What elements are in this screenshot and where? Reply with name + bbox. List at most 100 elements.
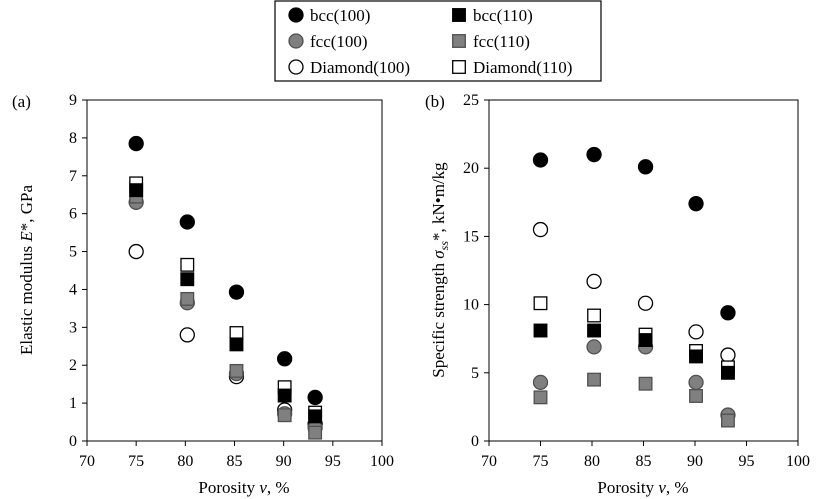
data-point-fcc-110: [180, 291, 195, 306]
legend-entry-diamond-100: Diamond(100): [288, 58, 410, 77]
x-axis-label-b: Porosity v, %: [597, 478, 688, 497]
legend-label-diamond-110: Diamond(110): [473, 58, 572, 77]
data-point-fcc-110: [533, 390, 548, 405]
x-tick-label-a: 85: [227, 453, 243, 470]
x-axis-label-a: Porosity v, %: [198, 478, 289, 497]
series-fcc-110-a: [129, 189, 323, 440]
data-point-fcc-110: [721, 413, 735, 428]
y-tick-label-a: 5: [69, 244, 77, 261]
y-tick-label-a: 3: [69, 319, 77, 336]
series-diamond-100-a: [128, 243, 323, 432]
legend-marker-bcc-100: [288, 7, 304, 23]
x-tick-label-b: 85: [636, 453, 652, 470]
data-point-diamond-100: [720, 347, 736, 363]
series-fcc-100-b: [532, 339, 736, 423]
legend-label-fcc-100: fcc(100): [310, 32, 368, 51]
legend-entry-bcc-110: bcc(110): [452, 6, 533, 25]
data-point-fcc-110: [638, 376, 653, 391]
data-point-bcc-100: [586, 146, 602, 163]
legend-marker-fcc-100: [288, 33, 304, 49]
data-point-bcc-100: [720, 305, 736, 321]
data-point-fcc-100: [688, 374, 704, 390]
data-point-bcc-110: [180, 272, 195, 287]
x-tick-label-b: 75: [533, 453, 549, 470]
series-diamond-110-a: [129, 176, 323, 420]
data-point-diamond-110: [533, 296, 548, 311]
plot-frame-a: [86, 99, 383, 442]
data-point-bcc-110: [229, 337, 244, 352]
data-point-diamond-110: [229, 326, 244, 340]
legend-entry-bcc-100: bcc(100): [288, 6, 370, 25]
data-point-diamond-110: [587, 308, 602, 323]
legend-label-diamond-100: Diamond(100): [310, 58, 410, 77]
data-point-fcc-110: [277, 408, 292, 423]
legend-marker-diamond-100: [288, 59, 304, 75]
y-tick-label-a: 0: [69, 433, 77, 450]
x-tick-label-a: 95: [325, 453, 341, 470]
data-point-bcc-100: [179, 214, 195, 230]
data-point-bcc-110: [533, 323, 548, 338]
data-point-bcc-100: [276, 351, 293, 367]
data-point-diamond-100: [688, 324, 704, 340]
x-tick-label-b: 95: [739, 453, 755, 470]
legend-marker-fcc-110: [452, 34, 466, 48]
legend-entry-fcc-110: fcc(110): [452, 32, 530, 51]
x-tick-label-a: 75: [128, 453, 144, 470]
x-tick-label-b: 70: [481, 453, 497, 470]
data-point-bcc-110: [587, 323, 602, 338]
data-point-fcc-100: [586, 339, 602, 355]
series-bcc-100-a: [128, 135, 323, 406]
data-point-diamond-110: [180, 257, 195, 272]
x-tick-label-a: 80: [177, 453, 193, 470]
y-tick-label-b: 10: [463, 297, 479, 314]
data-point-fcc-110: [308, 425, 323, 440]
y-tick-label-a: 6: [69, 206, 77, 223]
data-point-bcc-110: [689, 349, 703, 364]
data-point-bcc-100: [307, 389, 323, 406]
y-tick-label-b: 15: [463, 228, 479, 245]
data-point-bcc-110: [721, 365, 735, 380]
data-point-bcc-110: [638, 333, 653, 348]
data-point-diamond-100: [179, 327, 195, 343]
legend-marker-bcc-110: [452, 8, 466, 22]
y-tick-label-a: 9: [69, 92, 77, 109]
data-point-fcc-110: [689, 389, 703, 403]
y-tick-label-b: 25: [463, 92, 479, 109]
data-point-diamond-100: [637, 295, 654, 311]
series-bcc-110-a: [129, 183, 323, 424]
y-axis-label-a: Elastic modulus E*, GPa: [17, 185, 36, 355]
data-point-bcc-100: [228, 284, 245, 300]
data-point-bcc-100: [688, 196, 704, 212]
series-diamond-110-b: [533, 296, 735, 375]
y-axis-label-b: Specific strength σss*, kN•m/kg: [429, 162, 451, 378]
x-tick-label-a: 90: [276, 453, 292, 470]
data-point-diamond-100: [128, 243, 144, 260]
x-tick-label-b: 80: [584, 453, 600, 470]
y-tick-label-b: 0: [471, 433, 479, 450]
data-point-bcc-110: [308, 409, 323, 424]
x-tick-label-b: 90: [687, 453, 703, 470]
series-fcc-110-b: [533, 372, 735, 428]
legend-marker-diamond-110: [452, 60, 466, 74]
data-point-diamond-100: [586, 273, 602, 290]
legend-entry-diamond-110: Diamond(110): [452, 58, 572, 77]
y-tick-label-b: 5: [471, 365, 479, 382]
legend-box: [274, 0, 602, 82]
data-point-bcc-110: [277, 388, 292, 403]
data-point-fcc-110: [229, 363, 244, 378]
y-tick-label-a: 4: [69, 281, 77, 298]
y-tick-label-b: 20: [463, 160, 479, 177]
series-fcc-100-a: [128, 194, 323, 436]
x-tick-label-a: 70: [79, 453, 95, 470]
legend: bcc(100) bcc(110) fcc(100) fcc(110) Diamond(…: [274, 0, 602, 82]
y-tick-label-a: 2: [69, 357, 77, 374]
data-point-bcc-100: [637, 159, 654, 175]
data-point-fcc-110: [587, 372, 602, 387]
series-bcc-110-b: [533, 323, 735, 380]
y-tick-label-a: 7: [69, 168, 77, 185]
chart-a: (a) 70 75 80 85 90 95 100 0 1 2 3 4 5 6 7 8 9 Porosity v…: [12, 92, 394, 497]
legend-label-bcc-100: bcc(100): [310, 6, 370, 25]
x-tick-label-b: 100: [786, 453, 810, 470]
legend-entry-fcc-100: fcc(100): [288, 32, 368, 51]
